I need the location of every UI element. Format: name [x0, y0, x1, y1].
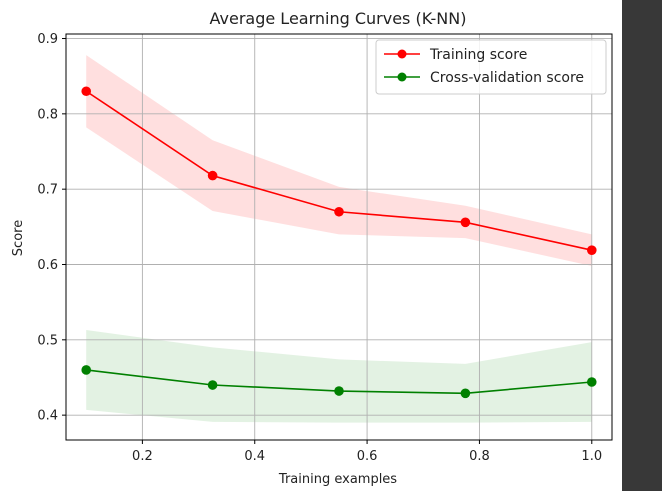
training-score-point: [334, 206, 344, 217]
x-axis-ticks: 0.2 0.4 0.6 0.8 1.0: [132, 440, 602, 464]
y-axis-label: Score: [11, 220, 26, 256]
learning-curve-figure: 0.2 0.4 0.6 0.8 1.0 0.4 0.5 0.6 0.7 0.8 0.9 Avera…: [11, 9, 613, 487]
confidence-bands: [86, 55, 592, 423]
x-tick-label: 0.4: [244, 449, 265, 464]
y-tick-label: 0.5: [37, 333, 58, 348]
plot-frame: [65, 33, 613, 441]
legend-marker-cv: [397, 72, 407, 82]
cv-score-point: [460, 388, 471, 399]
cv-score-band: [86, 330, 592, 423]
x-axis-label: Training examples: [278, 472, 397, 487]
x-tick-label: 0.8: [469, 449, 490, 464]
cv-score-point: [334, 386, 344, 396]
training-score-band: [86, 55, 592, 266]
chart-title: Average Learning Curves (K-NN): [210, 9, 467, 28]
y-tick-label: 0.4: [37, 409, 58, 424]
y-tick-label: 0.7: [37, 183, 58, 198]
grid-lines: [66, 34, 612, 440]
training-score-point: [460, 217, 471, 228]
side-panel: [622, 0, 662, 491]
legend: Training score Cross-validation score: [375, 39, 607, 95]
training-score-point: [81, 86, 92, 97]
legend-marker-training: [397, 49, 407, 59]
cv-score-point: [586, 377, 597, 387]
training-score-point: [207, 170, 218, 181]
training-score-point: [586, 245, 597, 255]
y-tick-label: 0.9: [37, 32, 58, 47]
legend-label-cv: Cross-validation score: [430, 70, 584, 86]
y-tick-label: 0.8: [37, 107, 58, 122]
legend-label-training: Training score: [429, 47, 527, 63]
cv-score-point: [81, 365, 92, 375]
y-axis-ticks: 0.4 0.5 0.6 0.7 0.8 0.9: [37, 32, 66, 424]
y-tick-label: 0.6: [37, 258, 58, 273]
x-tick-label: 1.0: [581, 449, 602, 464]
series-points: [81, 86, 597, 399]
cv-score-point: [207, 380, 218, 390]
legend-box: [375, 39, 607, 95]
x-tick-label: 0.2: [132, 449, 153, 464]
x-tick-label: 0.6: [357, 449, 378, 464]
